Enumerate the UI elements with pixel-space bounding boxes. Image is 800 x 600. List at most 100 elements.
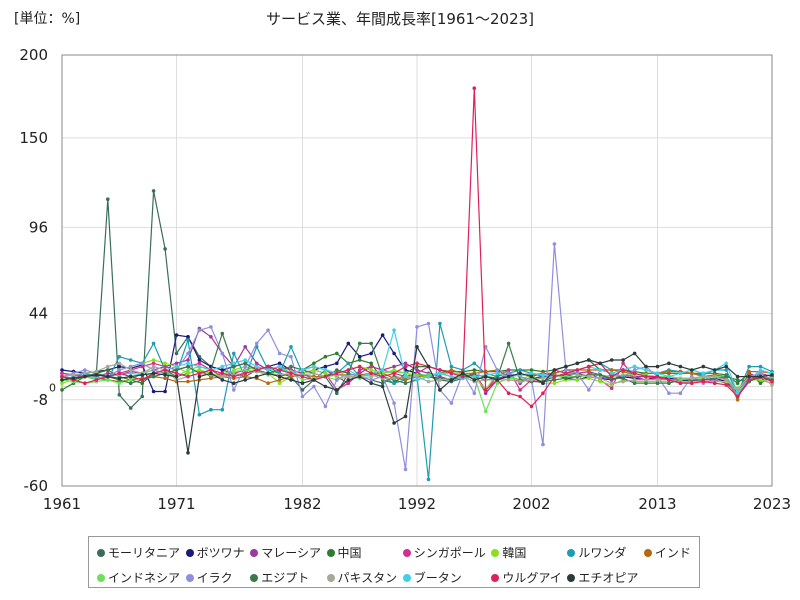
data-point — [277, 374, 282, 379]
data-point — [254, 341, 259, 346]
grid-lines — [61, 54, 773, 487]
data-point — [392, 381, 396, 386]
x-tick-label: 1982 — [283, 495, 321, 513]
data-point — [438, 321, 442, 326]
y-axis: 200 150 96 44 0-8 -60 — [19, 46, 56, 495]
data-point — [335, 361, 339, 366]
data-point — [735, 378, 740, 382]
legend-item: ボツワナ — [185, 543, 245, 562]
line-chart: 200 150 96 44 0-8 -60 1961 1971 1982 1992 2002 201… — [19, 46, 791, 513]
data-point — [220, 364, 225, 369]
data-point — [346, 368, 351, 372]
data-point — [323, 371, 328, 376]
data-point — [598, 361, 602, 366]
data-point — [518, 368, 522, 372]
data-point — [140, 378, 144, 382]
legend-label: 中国 — [337, 546, 362, 560]
data-point — [506, 341, 511, 346]
data-point — [174, 364, 179, 369]
x-tick-label: 2002 — [512, 495, 550, 513]
data-point — [232, 388, 236, 392]
data-point — [232, 381, 236, 386]
data-point — [277, 368, 282, 372]
legend-marker-icon — [567, 573, 576, 582]
data-point — [415, 345, 419, 349]
data-point — [174, 368, 179, 372]
data-point — [529, 368, 534, 372]
data-point — [632, 378, 637, 382]
data-point — [369, 341, 374, 346]
data-point — [106, 368, 110, 372]
data-point — [403, 364, 408, 369]
data-point — [415, 374, 419, 379]
data-point — [678, 381, 683, 386]
data-point — [186, 361, 190, 366]
data-point — [346, 378, 351, 382]
data-point — [357, 354, 362, 359]
data-point — [232, 374, 236, 379]
data-point — [186, 379, 190, 384]
data-point — [701, 379, 706, 384]
data-point — [747, 369, 751, 374]
data-point — [163, 368, 167, 372]
data-point — [232, 351, 236, 356]
legend-marker-icon — [97, 548, 105, 557]
data-point — [403, 381, 408, 386]
data-point — [323, 368, 328, 372]
unit-label: [単位：%] — [14, 11, 81, 27]
data-point — [495, 371, 500, 376]
data-point — [128, 368, 133, 372]
data-point — [128, 374, 133, 379]
data-point — [60, 388, 64, 392]
data-point — [312, 368, 316, 372]
data-point — [209, 325, 213, 329]
data-point — [151, 389, 156, 394]
data-point — [323, 364, 328, 369]
data-point — [735, 398, 740, 402]
data-point — [232, 369, 236, 374]
data-point — [735, 374, 740, 379]
data-point — [369, 351, 374, 356]
data-point — [335, 371, 339, 376]
data-point — [300, 378, 305, 382]
data-point — [197, 328, 202, 333]
data-point — [678, 371, 683, 376]
legend-label: シンガポール — [413, 546, 486, 560]
data-point — [541, 376, 545, 381]
data-point — [163, 247, 167, 251]
data-point — [60, 378, 64, 382]
data-point — [690, 376, 694, 381]
data-point — [541, 373, 545, 377]
x-axis: 1961 1971 1982 1992 2002 2013 2023 — [43, 495, 791, 513]
data-point — [518, 379, 522, 384]
data-point — [60, 374, 64, 379]
data-point — [587, 388, 591, 392]
data-point — [369, 364, 374, 369]
data-point — [655, 381, 660, 386]
data-point — [678, 391, 683, 396]
data-point — [449, 368, 454, 372]
data-point — [724, 383, 728, 387]
data-point — [449, 371, 454, 376]
data-point — [151, 361, 156, 366]
data-point — [609, 386, 614, 391]
data-point — [83, 381, 87, 386]
data-point — [140, 394, 144, 399]
data-point — [243, 364, 247, 369]
data-point — [632, 368, 637, 372]
data-point — [667, 391, 671, 396]
data-point — [461, 374, 465, 379]
data-point — [758, 378, 763, 382]
data-point — [644, 368, 648, 372]
data-point — [483, 374, 488, 379]
data-point — [209, 407, 213, 412]
data-point — [415, 378, 419, 382]
data-point — [724, 378, 728, 382]
data-point — [300, 368, 305, 372]
legend-item: ブータン — [402, 568, 486, 587]
data-point — [392, 351, 396, 356]
x-tick-label: 1992 — [398, 495, 436, 513]
legend-label: ブータン — [413, 571, 462, 585]
data-point — [117, 393, 122, 397]
data-point — [243, 345, 247, 349]
